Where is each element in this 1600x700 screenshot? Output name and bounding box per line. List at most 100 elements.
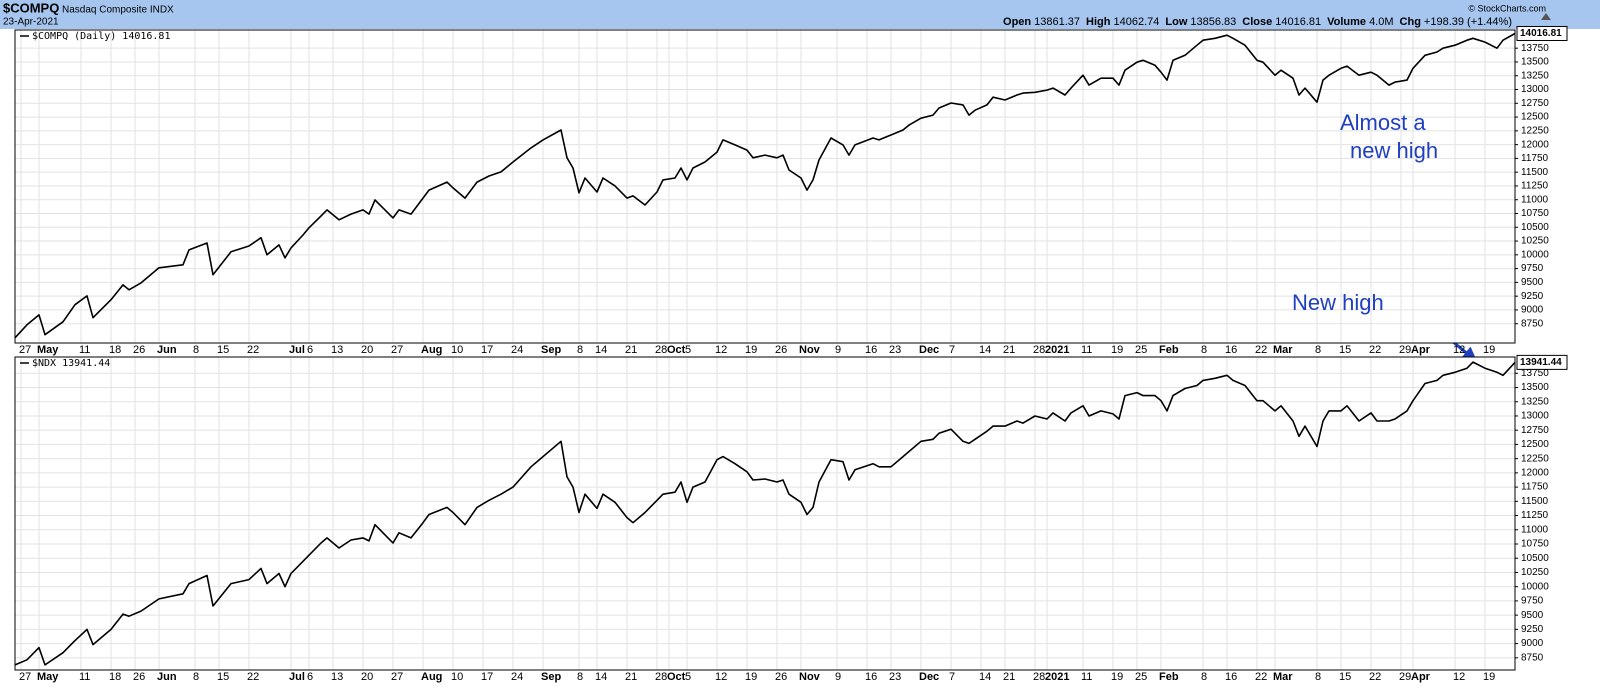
y-tick-label: 9500 — [1521, 610, 1544, 621]
y-tick-label: 10750 — [1521, 539, 1549, 550]
annotation: new high — [1350, 138, 1438, 163]
y-tick-label: 9500 — [1521, 277, 1544, 288]
x-tick-label: 19 — [1111, 671, 1123, 683]
x-tick-label: 5 — [685, 671, 691, 683]
x-tick-label: 12 — [715, 344, 727, 356]
legend-name: $NDX — [32, 358, 56, 369]
y-tick-label: 12000 — [1521, 139, 1549, 150]
y-tick-label: 9000 — [1521, 638, 1544, 649]
legend: $NDX 13941.44 — [32, 358, 110, 369]
x-tick-label: 9 — [835, 671, 841, 683]
x-tick-label: 22 — [1255, 344, 1267, 356]
last-value-label: 14016.81 — [1520, 28, 1562, 39]
x-tick-label: Feb — [1159, 671, 1179, 683]
x-tick-label: Jul — [289, 671, 305, 683]
plot-area — [15, 30, 1515, 343]
x-tick-label: 21 — [625, 671, 637, 683]
y-tick-label: 9250 — [1521, 291, 1544, 302]
x-tick-label: 10 — [451, 671, 463, 683]
header-band — [0, 0, 1600, 29]
x-tick-label: 21 — [1003, 671, 1015, 683]
x-tick-label: Aug — [421, 671, 442, 683]
x-tick-label: 21 — [625, 344, 637, 356]
y-tick-label: 13750 — [1521, 43, 1549, 54]
x-tick-label: 11 — [1081, 671, 1092, 683]
x-tick-label: 14 — [595, 344, 607, 356]
x-tick-label: Jun — [157, 344, 177, 356]
x-tick-label: 24 — [511, 344, 523, 356]
x-tick-label: 18 — [109, 344, 121, 356]
x-tick-label: 28 — [1033, 344, 1045, 356]
x-tick-label: Nov — [799, 344, 821, 356]
x-tick-label: 19 — [1483, 671, 1495, 683]
x-tick-label: Apr — [1411, 344, 1431, 356]
x-tick-label: 16 — [1225, 344, 1237, 356]
x-tick-label: 7 — [949, 671, 955, 683]
collapse-icon[interactable] — [1541, 13, 1551, 20]
x-tick-label: 15 — [217, 671, 229, 683]
x-tick-label: Apr — [1411, 671, 1431, 683]
y-tick-label: 10500 — [1521, 222, 1549, 233]
y-tick-label: 8750 — [1521, 318, 1544, 329]
y-tick-label: 10250 — [1521, 236, 1549, 247]
x-tick-label: 8 — [1315, 671, 1321, 683]
x-tick-label: 13 — [331, 344, 343, 356]
x-tick-label: 15 — [1339, 344, 1351, 356]
x-tick-label: 15 — [217, 344, 229, 356]
y-tick-label: 13500 — [1521, 57, 1549, 68]
x-tick-label: 8 — [577, 671, 583, 683]
x-tick-label: 27 — [391, 671, 403, 683]
y-tick-label: 11250 — [1521, 510, 1549, 521]
x-tick-label: 18 — [109, 671, 121, 683]
x-tick-label: 12 — [1453, 344, 1465, 356]
x-tick-label: 29 — [1399, 344, 1411, 356]
quote-label: Open — [1003, 16, 1031, 28]
x-tick-label: 22 — [247, 344, 259, 356]
credit: © StockCharts.com — [1468, 3, 1546, 13]
x-tick-label: 16 — [865, 344, 877, 356]
legend-value: 13941.44 — [62, 358, 110, 369]
x-tick-label: Nov — [799, 671, 821, 683]
y-tick-label: 12500 — [1521, 112, 1549, 123]
x-tick-label: 2021 — [1045, 344, 1069, 356]
legend-name: $COMPQ (Daily) — [32, 31, 116, 42]
quote-value: 13856.83 — [1190, 16, 1236, 28]
annotation: New high — [1292, 290, 1384, 315]
x-tick-label: Oct — [667, 671, 686, 683]
x-tick-label: 27 — [19, 671, 31, 683]
x-tick-label: 28 — [1033, 671, 1045, 683]
x-tick-label: 19 — [745, 671, 757, 683]
y-tick-label: 13500 — [1521, 382, 1549, 393]
x-tick-label: 14 — [595, 671, 607, 683]
symbol: $COMPQ — [3, 0, 59, 15]
x-tick-label: 8 — [1201, 671, 1207, 683]
x-tick-label: 20 — [361, 344, 373, 356]
x-tick-label: May — [37, 344, 59, 356]
x-tick-label: 26 — [133, 671, 145, 683]
x-tick-label: 20 — [361, 671, 373, 683]
y-tick-label: 10000 — [1521, 249, 1549, 260]
x-tick-label: Jul — [289, 344, 305, 356]
x-tick-label: 6 — [307, 671, 313, 683]
x-tick-label: 23 — [889, 671, 901, 683]
x-tick-label: 9 — [835, 344, 841, 356]
x-tick-label: 28 — [655, 671, 667, 683]
x-tick-label: Jun — [157, 671, 177, 683]
x-tick-label: 21 — [1003, 344, 1015, 356]
quote-label: Low — [1165, 16, 1187, 28]
y-tick-label: 10750 — [1521, 208, 1549, 219]
y-tick-label: 10000 — [1521, 581, 1549, 592]
x-tick-label: 26 — [775, 671, 787, 683]
x-tick-label: 8 — [1315, 344, 1321, 356]
y-tick-label: 11750 — [1521, 153, 1549, 164]
x-tick-label: 22 — [1369, 344, 1381, 356]
quote-label: Close — [1242, 16, 1272, 28]
quote-value: 13861.37 — [1034, 16, 1080, 28]
x-tick-label: Sep — [541, 344, 561, 356]
x-tick-label: 19 — [1483, 344, 1495, 356]
y-tick-label: 12750 — [1521, 425, 1549, 436]
x-tick-label: 8 — [193, 344, 199, 356]
x-tick-label: 16 — [865, 671, 877, 683]
x-tick-label: 2021 — [1045, 671, 1069, 683]
